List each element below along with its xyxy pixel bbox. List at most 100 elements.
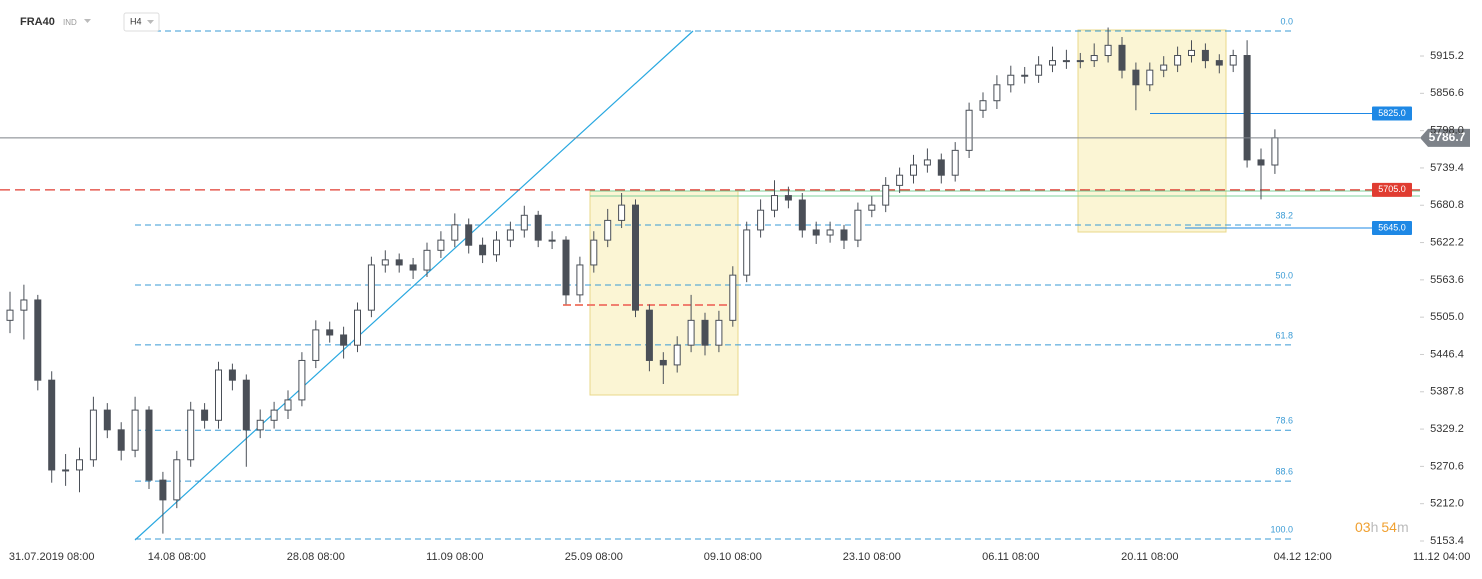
candle-body xyxy=(215,369,222,421)
fib-label: 88.6 xyxy=(1275,466,1293,476)
price-level-label: 5825.0 xyxy=(1378,108,1406,118)
candle-body xyxy=(173,459,181,501)
candle-body xyxy=(896,174,904,186)
candle-body xyxy=(1257,159,1265,166)
trend-line xyxy=(134,30,694,541)
candle-body xyxy=(395,259,403,266)
candle-body xyxy=(771,195,778,211)
interval: H4 xyxy=(130,16,142,26)
x-tick-label: 11.12 04:00 xyxy=(1413,551,1470,563)
candle-body xyxy=(645,309,653,361)
price-level-label: 5645.0 xyxy=(1378,222,1406,232)
y-tick-label: 5680.8 xyxy=(1430,199,1464,211)
y-tick-label: 5563.6 xyxy=(1430,274,1464,286)
dropdown-icon[interactable] xyxy=(84,19,91,23)
candle-body xyxy=(187,409,195,461)
candle-body xyxy=(868,204,876,211)
x-tick-label: 31.07.2019 08:00 xyxy=(9,551,95,563)
candle-body xyxy=(965,109,973,151)
candle-body xyxy=(701,319,709,346)
candle-body xyxy=(1160,64,1168,71)
candle-body xyxy=(687,319,695,346)
candle-body xyxy=(534,214,542,241)
candle-body xyxy=(1132,69,1140,86)
candle-body xyxy=(923,159,931,166)
candle-body xyxy=(1146,69,1154,86)
candle-body xyxy=(20,299,28,311)
price-level-box xyxy=(1372,182,1412,197)
interval-button[interactable] xyxy=(123,12,160,32)
candle-body xyxy=(1021,74,1029,77)
x-tick-label: 11.09 08:00 xyxy=(426,551,483,563)
x-tick-label: 20.11 08:00 xyxy=(1121,551,1178,563)
candle-body xyxy=(1035,64,1043,76)
candle-body xyxy=(437,239,445,251)
candle-body xyxy=(798,199,806,231)
y-tick-label: 5270.6 xyxy=(1430,460,1464,472)
candle-body xyxy=(1271,137,1279,166)
candle-body xyxy=(840,229,848,241)
y-tick-label: 5915.2 xyxy=(1430,50,1464,62)
candle-body xyxy=(1090,55,1098,62)
candle-body xyxy=(576,264,584,296)
candle-body xyxy=(659,359,667,366)
candle-body xyxy=(979,100,987,111)
y-tick-label: 5153.4 xyxy=(1430,535,1464,547)
candle-body xyxy=(1174,55,1182,66)
range-box xyxy=(1077,29,1227,233)
candle-body xyxy=(506,229,514,241)
x-tick-label: 14.08 08:00 xyxy=(148,551,206,563)
last-price-box xyxy=(1420,128,1470,147)
candle-body xyxy=(479,244,487,256)
x-tick-label: 04.12 12:00 xyxy=(1274,551,1332,563)
candle-body xyxy=(284,399,292,411)
candle-body xyxy=(1215,60,1223,66)
candle-body xyxy=(493,239,500,256)
candle-body xyxy=(854,209,862,241)
candle-body xyxy=(423,249,431,271)
candle-body xyxy=(812,229,820,236)
price-level-label: 5705.0 xyxy=(1378,184,1406,194)
symbol: FRA40 xyxy=(20,16,55,28)
candle-body xyxy=(826,229,834,236)
candle-body xyxy=(465,224,473,246)
candle-body xyxy=(1243,55,1251,161)
candle-body xyxy=(367,264,375,311)
candle-body xyxy=(784,195,792,201)
dropdown-icon xyxy=(147,20,154,24)
candle-body xyxy=(89,409,97,461)
plot-layer: 0.0 38.2 50.0 61.8 78.6 88.6 100.0 5825.0 5705.0… xyxy=(0,16,1470,540)
candle-body xyxy=(618,204,626,221)
candle-body xyxy=(131,409,139,451)
fib-label: 0.0 xyxy=(1280,16,1293,26)
last-price-label: 5786.7 xyxy=(1429,130,1466,144)
y-tick-label: 5446.4 xyxy=(1430,348,1464,360)
fib-label: 78.6 xyxy=(1275,416,1293,426)
y-tick-label: 5387.8 xyxy=(1430,386,1464,398)
candle-body xyxy=(882,184,890,206)
candle-body xyxy=(1188,49,1195,57)
fib-label: 100.0 xyxy=(1270,524,1293,534)
y-tick-label: 5212.0 xyxy=(1430,498,1464,510)
candle-body xyxy=(590,239,598,266)
candle-body xyxy=(604,219,612,241)
x-tick-label: 25.09 08:00 xyxy=(565,551,623,563)
fib-label: 38.2 xyxy=(1275,210,1293,220)
candle-body xyxy=(562,239,570,296)
fib-label: 50.0 xyxy=(1275,270,1293,280)
candle-body xyxy=(715,319,723,346)
candle-body xyxy=(242,379,250,431)
candle-body xyxy=(1062,60,1070,63)
fib-label: 61.8 xyxy=(1275,330,1293,340)
y-tick-label: 5622.2 xyxy=(1430,236,1464,248)
price-level-box xyxy=(1372,106,1412,121)
candle-body xyxy=(145,409,153,481)
candle-body xyxy=(256,419,264,431)
candle-body xyxy=(117,429,125,451)
candle-body xyxy=(1118,44,1126,71)
candle-body xyxy=(6,309,14,321)
candle-body xyxy=(951,149,959,176)
candle-body xyxy=(729,274,737,321)
candle-body xyxy=(76,459,83,471)
